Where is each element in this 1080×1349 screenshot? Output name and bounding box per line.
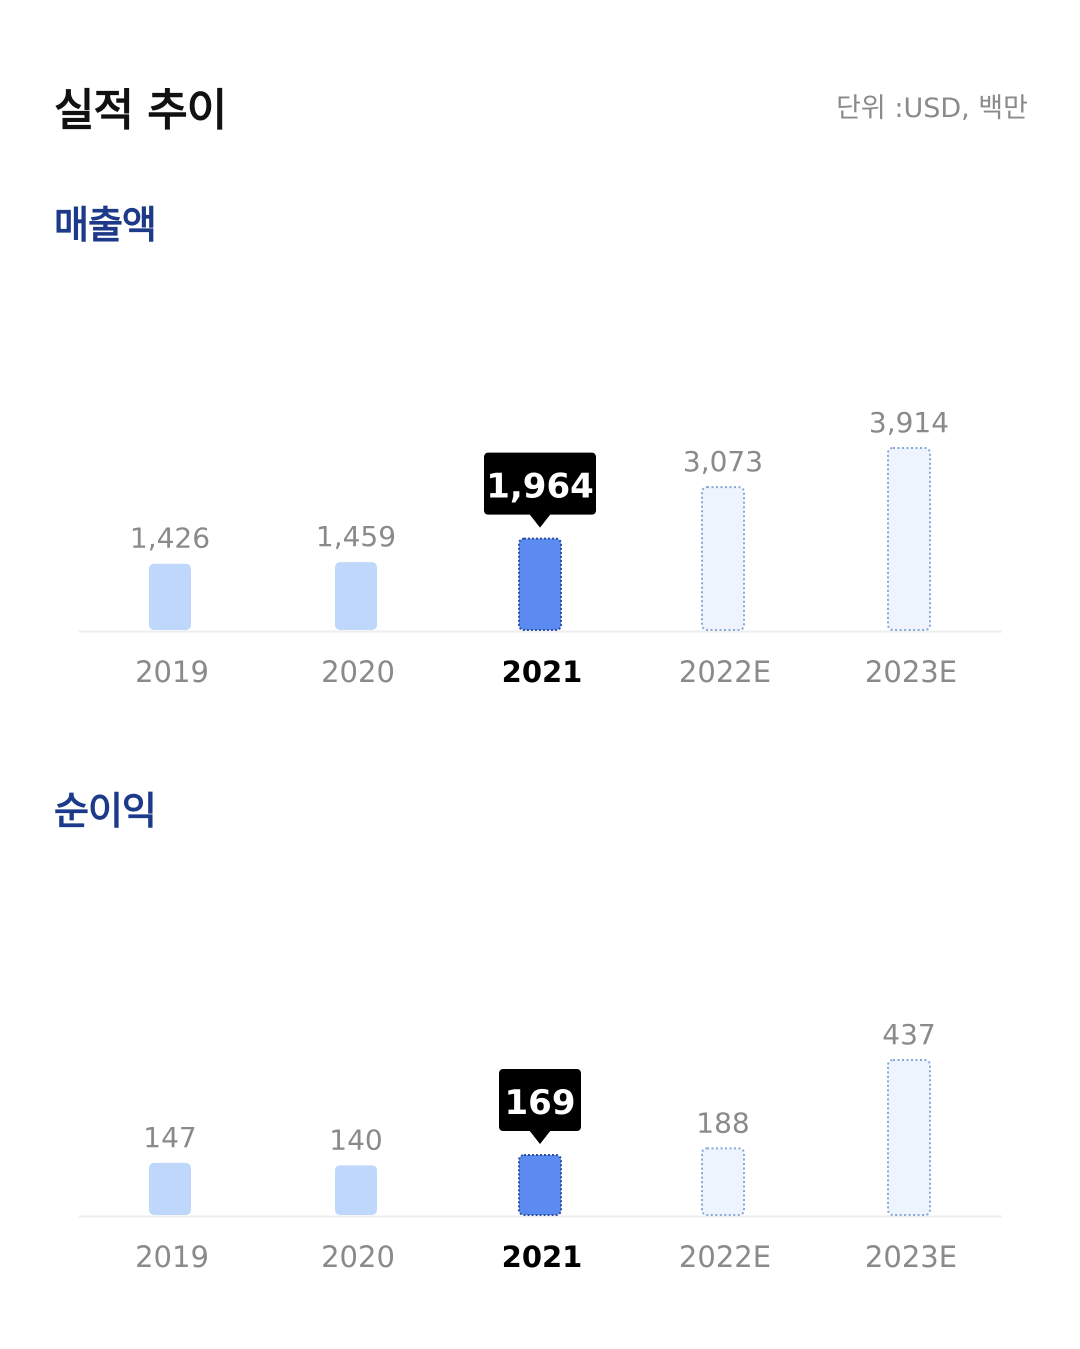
revenue-x-label-2020: 2020	[321, 655, 395, 689]
revenue-x-label-2021: 2021	[502, 655, 583, 689]
revenue-value-label-2022E: 3,073	[683, 445, 763, 478]
net-income-value-label-2020: 140	[329, 1123, 382, 1156]
net-income-value-label-2023E: 437	[882, 1018, 935, 1051]
net-income-value-label-2019: 147	[143, 1121, 196, 1154]
revenue-x-label-2019: 2019	[135, 655, 209, 689]
net-income-value-label-2022E: 188	[696, 1106, 749, 1139]
net-income-x-label-2020: 2020	[321, 1240, 395, 1274]
revenue-bar-2020	[335, 562, 377, 630]
net-income-bar-chart: 147 2019 140 2020 169 2021 188 2022E 437 2023E	[79, 1018, 1002, 1274]
page-title: 실적 추이	[54, 85, 227, 136]
revenue-x-label-2023E: 2023E	[865, 655, 957, 689]
net-income-tooltip: 169	[499, 1069, 581, 1145]
revenue-bar-2021	[518, 537, 562, 631]
revenue-section-title: 매출액	[54, 203, 157, 247]
net-income-bar-2021	[518, 1154, 562, 1216]
unit-note: 단위 :USD, 백만	[836, 93, 1028, 124]
net-income-x-label-2021: 2021	[502, 1240, 583, 1274]
revenue-x-label-2022E: 2022E	[679, 655, 771, 689]
revenue-value-label-2019: 1,426	[130, 522, 210, 555]
net-income-x-label-2019: 2019	[135, 1240, 209, 1274]
revenue-tooltip-value: 1,964	[486, 467, 594, 507]
net-income-section-title: 순이익	[54, 789, 157, 833]
revenue-bar-chart: 1,426 2019 1,459 2020 1,964 2021 3,073 2022E 3,9…	[79, 406, 1002, 689]
net-income-bar-2019	[149, 1162, 191, 1215]
revenue-bar-2023E	[887, 447, 931, 631]
net-income-bar-2023E	[887, 1059, 931, 1216]
net-income-x-label-2022E: 2022E	[679, 1240, 771, 1274]
net-income-x-label-2023E: 2023E	[865, 1240, 957, 1274]
revenue-value-label-2020: 1,459	[316, 520, 396, 553]
net-income-bar-2022E	[701, 1147, 745, 1217]
revenue-bar-2022E	[701, 486, 745, 631]
net-income-bar-2020	[335, 1165, 377, 1215]
revenue-bar-2019	[149, 563, 191, 630]
net-income-tooltip-value: 169	[505, 1083, 576, 1123]
revenue-tooltip: 1,964	[484, 452, 596, 528]
revenue-value-label-2023E: 3,914	[869, 406, 949, 439]
